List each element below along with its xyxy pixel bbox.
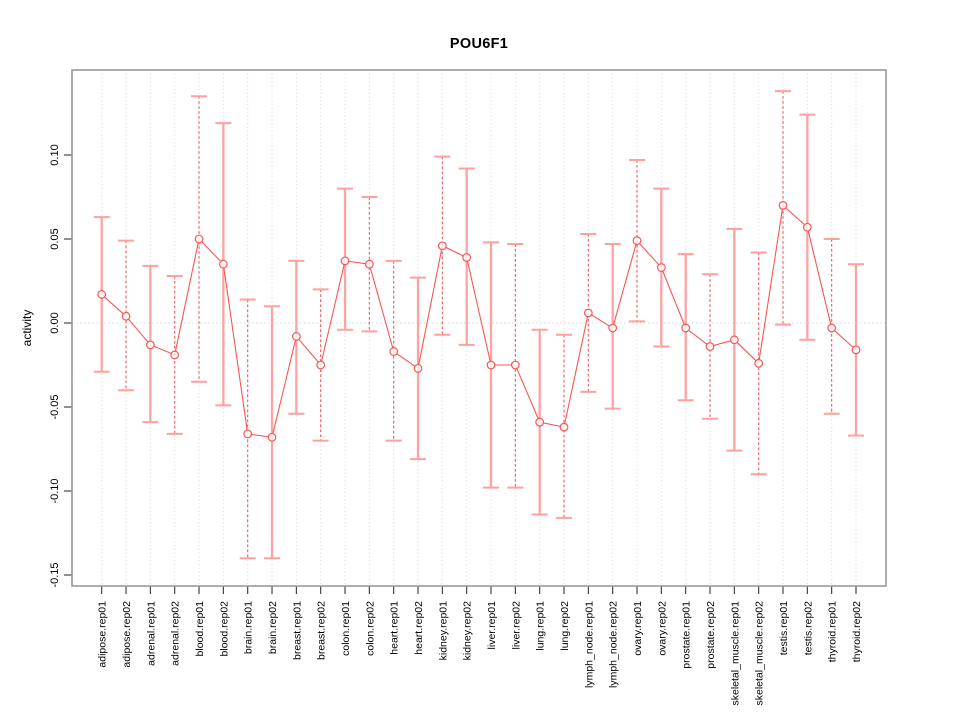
y-tick-label: -0.15 xyxy=(49,562,61,587)
x-tick-label: lung.rep01 xyxy=(535,601,547,651)
y-axis-label: activity xyxy=(20,309,34,347)
x-tick-label: brain.rep02 xyxy=(267,601,279,654)
data-point xyxy=(802,222,812,232)
x-tick-label: adipose.rep01 xyxy=(97,601,109,668)
data-point xyxy=(413,363,423,373)
x-tick-label: thyroid.rep02 xyxy=(851,601,863,662)
data-point xyxy=(267,432,277,442)
x-tick-label: breast.rep01 xyxy=(291,601,303,660)
data-point xyxy=(364,259,374,269)
data-point xyxy=(291,332,301,341)
x-tick-label: blood.rep01 xyxy=(194,601,206,657)
x-tick-label: colon.rep01 xyxy=(340,601,352,656)
x-tick-label: ovary.rep01 xyxy=(632,601,644,656)
data-point xyxy=(535,417,545,427)
x-tick-label: skeletal_muscle.rep01 xyxy=(729,601,741,706)
x-tick-label: testis.rep02 xyxy=(802,601,814,655)
x-tick-label: thyroid.rep01 xyxy=(827,601,839,662)
x-tick-label: adipose.rep02 xyxy=(121,601,133,668)
x-tick-label: colon.rep02 xyxy=(364,601,376,656)
data-point xyxy=(632,236,642,246)
y-tick-label: 0.05 xyxy=(49,228,61,249)
data-point xyxy=(559,422,569,432)
x-tick-label: adrenal.rep02 xyxy=(170,601,182,666)
data-point xyxy=(754,358,764,368)
x-tick-label: heart.rep02 xyxy=(413,601,425,655)
data-point xyxy=(316,360,326,370)
data-point xyxy=(827,323,837,333)
x-tick-label: liver.rep02 xyxy=(510,601,522,650)
data-point xyxy=(510,360,520,370)
x-tick-label: lymph_node.rep01 xyxy=(583,601,595,688)
data-point xyxy=(437,241,447,251)
x-tick-label: lymph_node.rep02 xyxy=(608,601,620,688)
y-tick-label: -0.10 xyxy=(49,478,61,503)
x-tick-label: ovary.rep02 xyxy=(656,601,668,656)
data-point xyxy=(194,234,204,244)
x-tick-label: adrenal.rep01 xyxy=(145,601,157,666)
x-tick-label: breast.rep02 xyxy=(316,601,328,660)
x-tick-label: heart.rep01 xyxy=(389,601,401,655)
data-point xyxy=(243,429,253,439)
data-point xyxy=(389,347,399,356)
data-point xyxy=(851,345,861,355)
x-tick-label: blood.rep02 xyxy=(218,601,230,657)
x-tick-label: lung.rep02 xyxy=(559,601,571,651)
x-tick-label: kidney.rep02 xyxy=(462,601,474,661)
x-tick-label: brain.rep01 xyxy=(243,601,255,654)
data-point xyxy=(462,253,472,262)
data-point xyxy=(681,323,691,333)
data-point xyxy=(583,308,593,318)
data-point xyxy=(170,350,180,360)
x-tick-label: prostate.rep02 xyxy=(705,601,717,669)
data-point xyxy=(340,256,350,266)
data-point xyxy=(121,311,131,321)
x-tick-label: kidney.rep01 xyxy=(437,601,449,661)
data-point xyxy=(97,290,107,299)
data-point xyxy=(145,340,155,350)
data-point xyxy=(218,259,228,269)
data-point xyxy=(486,360,496,370)
x-tick-label: skeletal_muscle.rep02 xyxy=(754,601,766,706)
x-tick-label: liver.rep01 xyxy=(486,601,498,650)
data-point xyxy=(656,263,666,272)
x-tick-label: prostate.rep01 xyxy=(681,601,693,669)
y-tick-label: 0.00 xyxy=(49,312,61,333)
data-point xyxy=(608,323,618,333)
series-line xyxy=(101,204,857,438)
x-tick-label: testis.rep01 xyxy=(778,601,790,655)
y-tick-label: -0.05 xyxy=(49,394,61,419)
data-point xyxy=(705,342,715,351)
plot-border xyxy=(71,69,887,587)
y-tick-label: 0.10 xyxy=(49,144,61,165)
chart-title: POU6F1 xyxy=(449,36,509,52)
data-point xyxy=(778,200,788,210)
data-point xyxy=(729,335,739,345)
